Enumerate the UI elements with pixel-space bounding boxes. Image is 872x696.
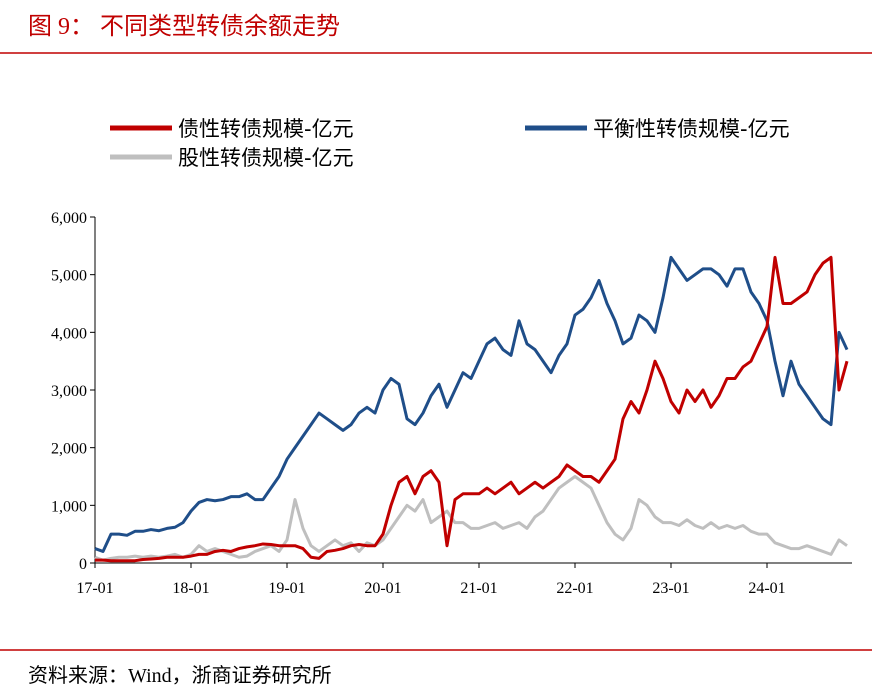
y-tick-label: 3,000	[51, 383, 87, 400]
series-line	[95, 255, 849, 563]
x-tick-label: 19-01	[268, 580, 305, 597]
x-tick-label: 17-01	[76, 580, 113, 597]
source: 资料来源：Wind，浙商证券研究所	[28, 664, 332, 687]
y-tick-label: 1,000	[51, 498, 87, 515]
x-tick-label: 23-01	[652, 580, 689, 597]
x-tick-label: 21-01	[460, 580, 497, 597]
legend-label: 平衡性转债规模-亿元	[593, 117, 790, 141]
y-tick-label: 5,000	[51, 268, 87, 285]
legend-label: 股性转债规模-亿元	[178, 146, 354, 170]
series-line	[94, 255, 849, 553]
y-tick-label: 0	[79, 556, 87, 573]
y-tick-label: 6,000	[51, 210, 87, 227]
x-tick-label: 20-01	[364, 580, 401, 597]
x-tick-label: 18-01	[172, 580, 209, 597]
x-tick-label: 24-01	[748, 580, 785, 597]
x-tick-label: 22-01	[556, 580, 593, 597]
y-tick-label: 4,000	[51, 325, 87, 342]
y-tick-label: 2,000	[51, 441, 87, 458]
series-line	[94, 475, 848, 562]
page-title: 图 9： 不同类型转债余额走势	[28, 13, 340, 40]
legend-label: 债性转债规模-亿元	[178, 117, 354, 141]
